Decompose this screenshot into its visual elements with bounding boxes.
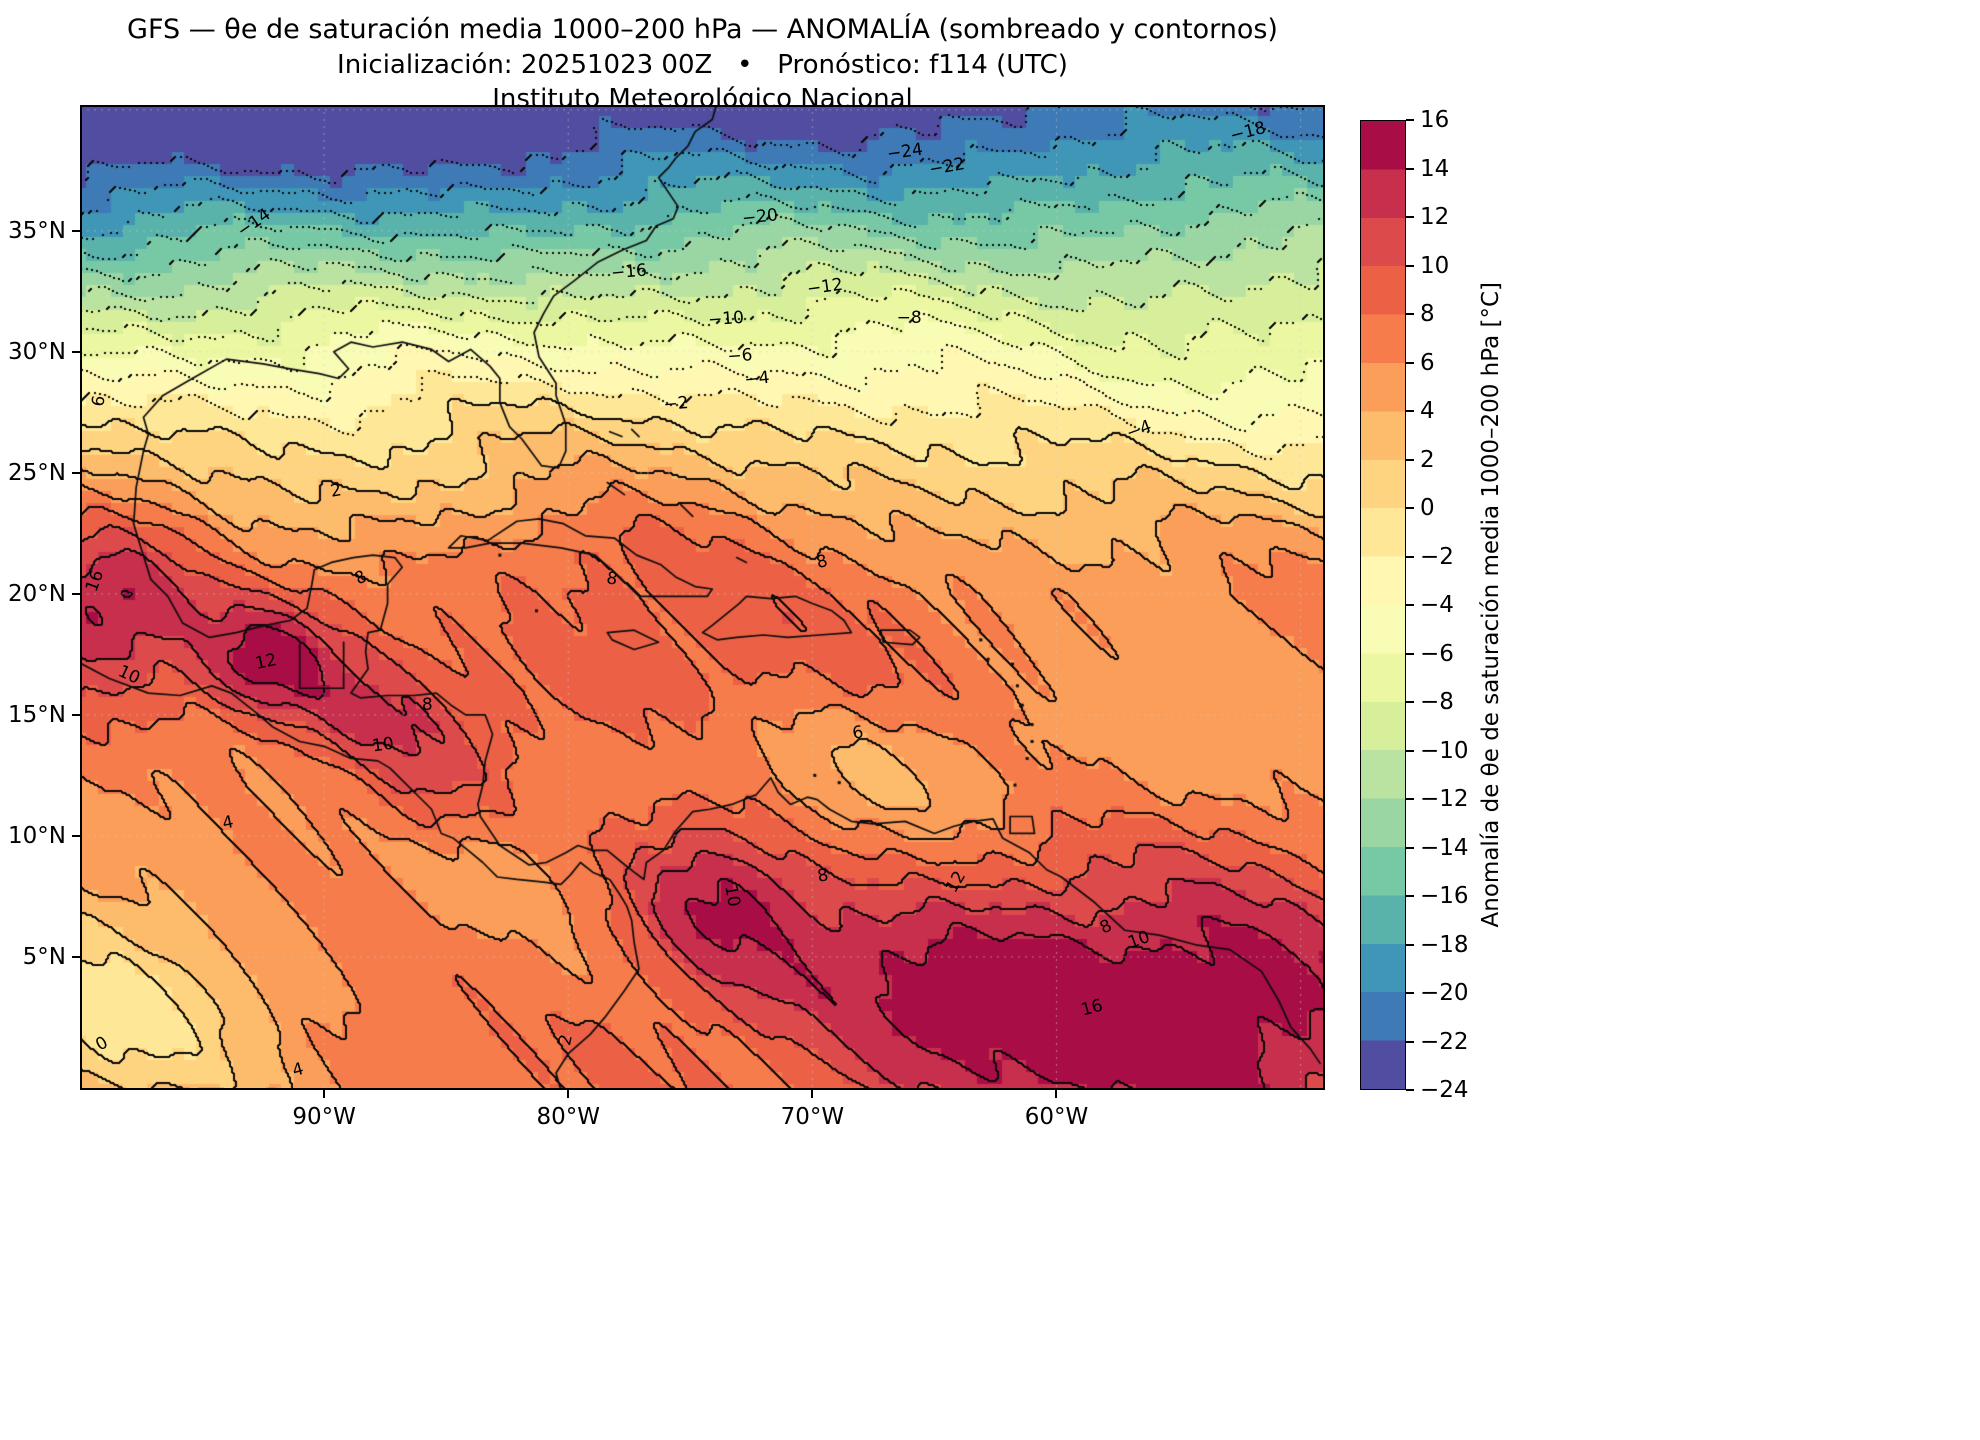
colorbar-tick-mark (1406, 264, 1414, 267)
colorbar-tick-label: −14 (1420, 834, 1469, 861)
colorbar-tick-axis: 16 14 12 10 8 6 4 2 0 −2 −4 −6 −8 −10 −12 −14 −16 −18 −20 −… (1406, 107, 1496, 1103)
lon-tick-mark (811, 1090, 814, 1098)
map-plot-area: −24 −22 −20 −18 −16 −14 −12 −10 −8 −6 −4 −4 −2 0 2 2 4 4 6… (8, 105, 1325, 1130)
colorbar-tick-mark (1406, 458, 1414, 461)
colorbar-tick-label: 6 (1420, 349, 1435, 376)
figure-titles: GFS — θe de saturación media 1000–200 hP… (80, 12, 1325, 116)
colorbar-tick-mark (1406, 895, 1414, 897)
colorbar-tick-label: −24 (1420, 1077, 1469, 1103)
colorbar-tick-label: 16 (1420, 107, 1450, 133)
colorbar-tick-label: −18 (1420, 931, 1469, 958)
lon-tick-label: 80°W (536, 1104, 600, 1130)
lon-tick-mark (323, 1090, 326, 1098)
colorbar-tick-mark (1406, 507, 1414, 509)
colorbar-tick-mark (1406, 749, 1414, 752)
lat-tick-mark (72, 834, 80, 837)
colorbar-tick-label: 4 (1420, 398, 1435, 424)
colorbar-tick-label: 0 (1420, 495, 1435, 521)
lat-tick-label: 5°N (22, 943, 66, 970)
colorbar-tick-label: −6 (1420, 640, 1454, 667)
lat-tick-label: 15°N (8, 701, 66, 728)
lon-tick-mark (1055, 1090, 1058, 1098)
lat-tick-label: 10°N (8, 822, 66, 849)
lon-tick-mark (567, 1090, 570, 1098)
lat-tick-mark (72, 229, 80, 232)
lat-tick-mark (72, 592, 80, 595)
colorbar-axis-label: Anomalía de θe de saturación media 1000–… (1478, 120, 1504, 1090)
colorbar-tick-mark (1406, 313, 1414, 315)
colorbar-tick-mark (1406, 798, 1414, 800)
colorbar-tick-mark (1406, 701, 1414, 703)
lon-tick-label: 90°W (292, 1104, 356, 1130)
lon-tick-label: 60°W (1024, 1104, 1089, 1130)
colorbar-tick-mark (1406, 167, 1414, 170)
colorbar-tick-label: −2 (1420, 543, 1454, 570)
colorbar-tick-mark (1406, 1089, 1414, 1091)
lat-tick-label: 35°N (8, 217, 66, 244)
lat-tick-label: 30°N (8, 338, 66, 365)
colorbar-tick-mark (1406, 943, 1414, 946)
colorbar-tick-mark (1406, 846, 1414, 849)
chart-subtitle: Inicialización: 20251023 00Z • Pronóstic… (337, 50, 1068, 80)
colorbar-tick-label: 10 (1420, 252, 1450, 279)
colorbar-tick-label: −4 (1420, 592, 1454, 618)
lat-tick-mark (72, 955, 80, 958)
colorbar-tick-label: −20 (1420, 980, 1469, 1006)
colorbar-tick-label: −22 (1420, 1028, 1469, 1055)
lat-tick-label: 20°N (8, 580, 66, 607)
lat-tick-mark (72, 713, 80, 716)
lon-tick-label: 70°W (780, 1104, 845, 1130)
chart-title: GFS — θe de saturación media 1000–200 hP… (127, 14, 1278, 45)
colorbar-tick-mark (1406, 410, 1414, 412)
colorbar-tick-mark (1406, 992, 1414, 994)
lat-tick-mark (72, 471, 80, 474)
colorbar-tick-mark (1406, 1040, 1414, 1043)
colorbar-tick-label: −10 (1420, 737, 1469, 764)
colorbar-tick-label: −16 (1420, 883, 1469, 909)
colorbar-tick-mark (1406, 119, 1414, 121)
colorbar-tick-mark (1406, 604, 1414, 606)
colorbar-tick-label: 14 (1420, 155, 1450, 182)
colorbar-tick-label: 12 (1420, 204, 1450, 230)
colorbar-tick-mark (1406, 555, 1414, 558)
colorbar-tick-mark (1406, 361, 1414, 364)
colorbar-tick-mark (1406, 652, 1414, 655)
colorbar-tick-label: −8 (1420, 689, 1454, 715)
colorbar (1360, 120, 1406, 1090)
anomaly-map-canvas (80, 105, 1325, 1090)
colorbar-tick-mark (1406, 216, 1414, 218)
lat-tick-mark (72, 350, 80, 353)
colorbar-tick-label: 2 (1420, 446, 1435, 473)
lat-tick-label: 25°N (8, 459, 66, 486)
colorbar-axis-label-text: Anomalía de θe de saturación media 1000–… (1478, 282, 1504, 928)
colorbar-tick-label: −12 (1420, 786, 1469, 812)
colorbar-tick-label: 8 (1420, 301, 1435, 327)
